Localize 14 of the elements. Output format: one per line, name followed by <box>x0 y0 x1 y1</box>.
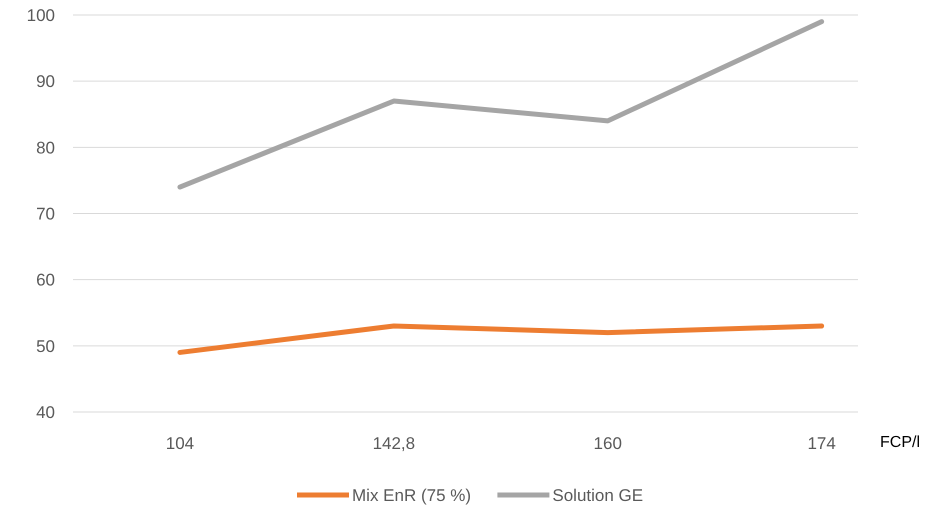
legend-label: Mix EnR (75 %) <box>352 486 472 505</box>
y-tick-label: 90 <box>36 72 55 92</box>
y-tick-label: 60 <box>36 270 55 290</box>
x-tick-label: 104 <box>166 434 194 453</box>
x-axis-title: FCP/l <box>880 434 920 451</box>
y-tick-label: 40 <box>36 402 55 422</box>
x-tick-label: 174 <box>807 434 836 453</box>
y-tick-label: 100 <box>26 6 55 25</box>
y-tick-label: 70 <box>36 204 55 224</box>
y-tick-label: 80 <box>36 138 55 158</box>
legend-label: Solution GE <box>552 486 644 505</box>
y-tick-label: 50 <box>36 336 55 356</box>
x-tick-label: 160 <box>594 434 622 453</box>
x-tick-label: 142,8 <box>372 434 416 453</box>
